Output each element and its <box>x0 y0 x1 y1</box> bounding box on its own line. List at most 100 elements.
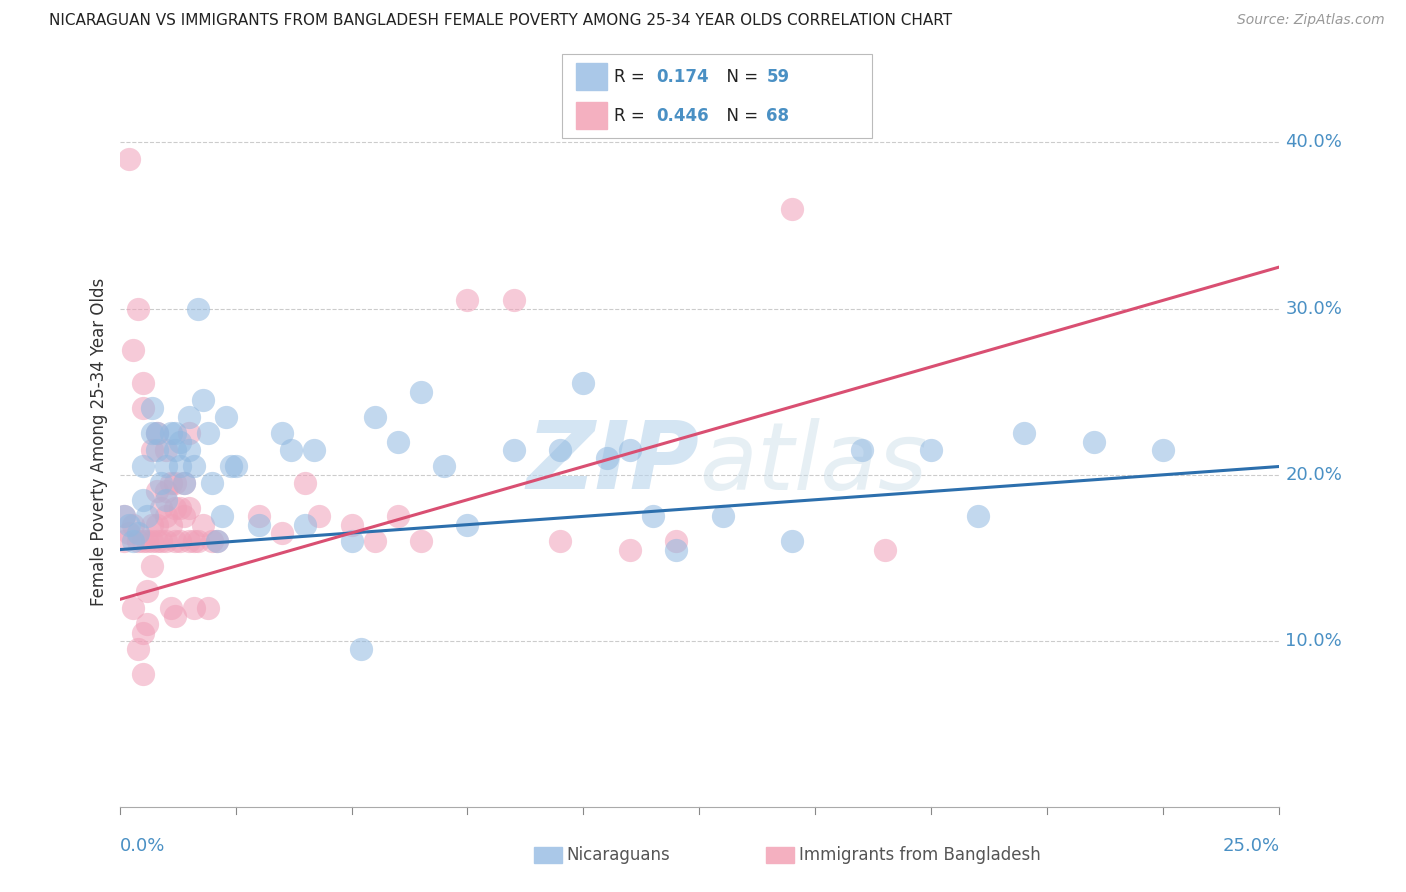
Point <box>159 517 181 532</box>
Point <box>141 559 163 574</box>
Point <box>169 501 191 516</box>
Point <box>132 376 155 391</box>
Point <box>177 501 201 516</box>
Point <box>145 442 167 457</box>
Point <box>127 301 149 316</box>
Text: 25.0%: 25.0% <box>1222 838 1279 855</box>
Point <box>411 534 433 549</box>
Point <box>132 492 155 507</box>
Point <box>183 600 205 615</box>
Point <box>782 534 804 549</box>
Point <box>122 600 145 615</box>
Point <box>191 392 214 407</box>
Point <box>127 525 149 540</box>
Text: 0.0%: 0.0% <box>120 838 165 855</box>
Text: NICARAGUAN VS IMMIGRANTS FROM BANGLADESH FEMALE POVERTY AMONG 25-34 YEAR OLDS CO: NICARAGUAN VS IMMIGRANTS FROM BANGLADESH… <box>49 13 952 29</box>
Point <box>159 476 181 491</box>
Point <box>165 534 187 549</box>
Point <box>169 434 191 449</box>
Point <box>503 293 526 308</box>
Point <box>1083 434 1105 449</box>
Point <box>155 442 177 457</box>
Point <box>270 525 294 540</box>
Point <box>665 534 688 549</box>
Point <box>503 442 526 457</box>
Point <box>159 426 181 441</box>
Point <box>183 534 205 549</box>
Text: R =: R = <box>614 107 651 125</box>
Point <box>132 667 155 681</box>
Point <box>132 401 155 416</box>
Point <box>177 426 201 441</box>
Point <box>619 542 641 557</box>
Point <box>363 409 385 424</box>
Text: ZIP: ZIP <box>527 417 700 509</box>
Point <box>165 609 187 624</box>
Point <box>1153 442 1175 457</box>
Point <box>851 442 873 457</box>
Point <box>340 534 363 549</box>
Y-axis label: Female Poverty Among 25-34 Year Olds: Female Poverty Among 25-34 Year Olds <box>90 277 108 606</box>
Point <box>132 459 155 474</box>
Point <box>150 501 173 516</box>
Point <box>875 542 897 557</box>
Point <box>112 509 135 524</box>
Point <box>211 509 233 524</box>
Point <box>665 542 688 557</box>
Point <box>550 442 572 457</box>
Point <box>619 442 641 457</box>
Point <box>225 459 247 474</box>
Point <box>187 301 209 316</box>
Point <box>127 534 149 549</box>
Point <box>155 492 177 507</box>
Point <box>165 442 187 457</box>
Point <box>141 401 163 416</box>
Point <box>205 534 228 549</box>
Point <box>165 501 187 516</box>
Point <box>118 517 141 532</box>
Point <box>136 617 159 632</box>
Text: 20.0%: 20.0% <box>1285 466 1343 483</box>
Point <box>155 509 177 524</box>
Point <box>215 409 238 424</box>
Point <box>118 152 141 166</box>
Text: Source: ZipAtlas.com: Source: ZipAtlas.com <box>1237 13 1385 28</box>
Point <box>112 534 135 549</box>
Point <box>155 534 177 549</box>
Point <box>967 509 990 524</box>
Point <box>411 384 433 399</box>
Point <box>294 517 316 532</box>
Point <box>294 476 316 491</box>
Point <box>136 509 159 524</box>
Point <box>340 517 363 532</box>
Point <box>165 426 187 441</box>
Point <box>155 459 177 474</box>
Point <box>177 442 201 457</box>
Text: 40.0%: 40.0% <box>1285 133 1343 152</box>
Point <box>456 517 478 532</box>
Text: 68: 68 <box>766 107 789 125</box>
Point <box>550 534 572 549</box>
Point <box>183 459 205 474</box>
Point <box>155 484 177 499</box>
Point <box>127 642 149 657</box>
Point <box>270 426 294 441</box>
Point <box>304 442 326 457</box>
Point <box>201 476 224 491</box>
Point <box>387 509 409 524</box>
Point <box>173 476 195 491</box>
Point <box>112 509 135 524</box>
Point <box>136 584 159 599</box>
Point <box>132 534 155 549</box>
Point <box>150 476 173 491</box>
Point <box>187 534 209 549</box>
Point <box>572 376 595 391</box>
Point <box>141 534 163 549</box>
Point <box>145 534 167 549</box>
Point <box>118 525 141 540</box>
Point <box>141 426 163 441</box>
Text: 59: 59 <box>766 69 789 87</box>
Text: N =: N = <box>716 107 763 125</box>
Point <box>145 426 167 441</box>
Point <box>247 517 270 532</box>
